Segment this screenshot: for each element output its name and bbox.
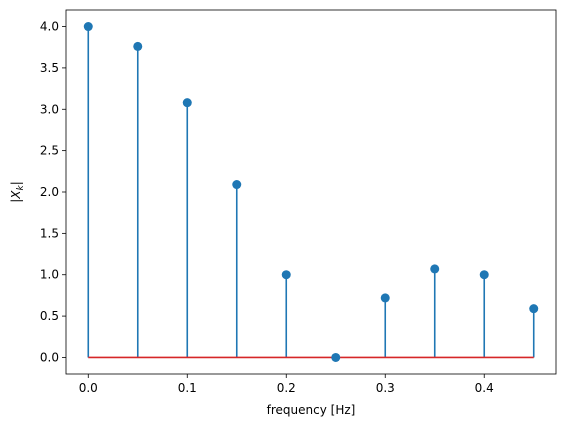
data-point xyxy=(380,293,390,303)
x-tick-label: 0.2 xyxy=(277,381,296,395)
y-tick-label: 4.0 xyxy=(40,20,59,34)
y-axis-label: |Xk| xyxy=(9,181,26,203)
data-point xyxy=(232,180,242,190)
x-tick-label: 0.0 xyxy=(79,381,98,395)
data-point xyxy=(331,352,341,362)
x-ticks: 0.0 0.1 0.2 0.3 0.4 xyxy=(79,374,494,395)
y-tick-label: 1.5 xyxy=(40,226,59,240)
data-point xyxy=(529,304,539,314)
x-tick-label: 0.1 xyxy=(178,381,197,395)
x-tick-label: 0.4 xyxy=(475,381,494,395)
y-tick-label: 2.0 xyxy=(40,185,59,199)
y-tick-label: 0.5 xyxy=(40,309,59,323)
y-ticks: 0.0 0.5 1.0 1.5 2.0 2.5 3.0 3.5 4.0 xyxy=(40,20,66,364)
y-tick-label: 2.5 xyxy=(40,144,59,158)
data-point xyxy=(182,98,192,108)
data-point xyxy=(430,264,440,274)
x-axis-label: frequency [Hz] xyxy=(267,403,356,417)
data-point xyxy=(83,22,93,32)
axes-frame xyxy=(65,9,557,375)
data-point xyxy=(281,270,291,280)
y-tick-label: 1.0 xyxy=(40,268,59,282)
data-point xyxy=(133,41,143,51)
markers-layer xyxy=(83,22,539,362)
stems-layer xyxy=(87,26,535,358)
y-tick-label: 0.0 xyxy=(40,350,59,364)
y-tick-label: 3.0 xyxy=(40,102,59,116)
data-point xyxy=(479,270,489,280)
x-tick-label: 0.3 xyxy=(376,381,395,395)
y-tick-label: 3.5 xyxy=(40,61,59,75)
